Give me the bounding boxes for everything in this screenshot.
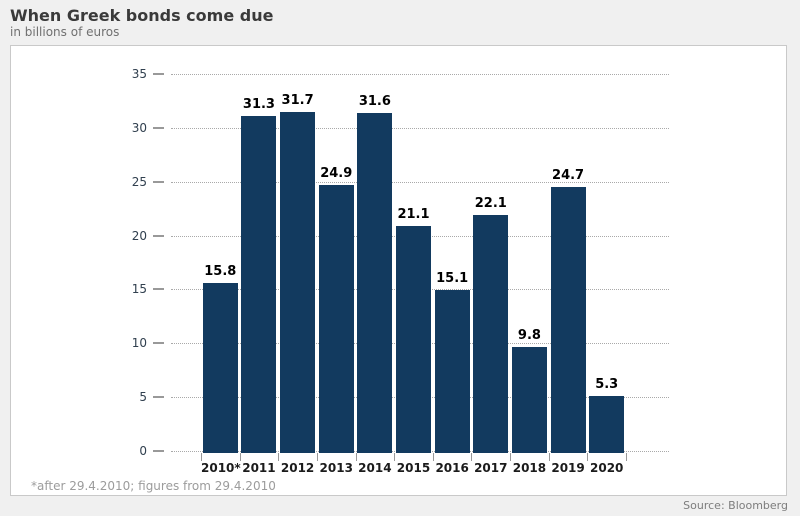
gridline-35: [171, 74, 669, 75]
bar-2012: [280, 111, 316, 453]
x-axis-tick: [278, 453, 280, 461]
gridline-30: [171, 127, 669, 129]
x-axis-tick: [394, 453, 396, 461]
value-label-2015: 21.1: [397, 206, 430, 222]
y-axis-tick: [153, 288, 164, 291]
x-axis-tick: [548, 453, 550, 461]
bar-2017: [473, 214, 509, 453]
x-axis-label-2010*: 2010*: [201, 461, 241, 475]
value-label-2018: 9.8: [517, 328, 541, 344]
x-axis-label-2011: 2011: [242, 461, 276, 475]
x-axis-label-2017: 2017: [474, 461, 508, 475]
x-axis-tick: [355, 453, 357, 461]
source-credit: Source: Bloomberg: [683, 499, 788, 512]
x-axis-label-2020: 2020: [590, 461, 624, 475]
y-axis-tick: [153, 73, 164, 75]
y-axis-label: 0: [139, 444, 147, 458]
y-axis-label: 5: [139, 390, 147, 405]
x-axis-tick: [510, 453, 512, 461]
y-axis-label: 15: [131, 282, 147, 297]
bar-2010*: [202, 282, 238, 453]
chart-header: When Greek bonds come due in billions of…: [10, 6, 790, 40]
value-label-2010*: 15.8: [204, 263, 237, 279]
bar-2015: [396, 225, 431, 453]
value-label-2019: 24.7: [552, 167, 585, 183]
value-label-2014: 31.6: [358, 93, 391, 109]
y-axis-label: 10: [131, 336, 147, 351]
x-axis-tick: [239, 453, 241, 461]
x-axis-label-2016: 2016: [435, 461, 469, 475]
value-label-2020: 5.3: [595, 376, 619, 392]
x-axis-tick: [471, 453, 473, 461]
value-label-2011: 31.3: [242, 96, 275, 112]
bar-2013: [318, 184, 354, 453]
chart-footnote: *after 29.4.2010; figures from 29.4.2010: [31, 479, 276, 493]
value-label-2017: 22.1: [474, 195, 507, 211]
bar-2011: [241, 115, 277, 453]
y-axis-tick: [153, 234, 164, 237]
y-axis-tick: [153, 396, 164, 399]
x-axis-label-2015: 2015: [396, 461, 431, 475]
chart-title: When Greek bonds come due: [10, 6, 274, 25]
x-axis-label-2013: 2013: [319, 461, 353, 475]
x-axis-tick: [316, 453, 318, 461]
x-axis-label-2014: 2014: [358, 461, 392, 475]
y-axis-tick: [153, 126, 164, 129]
x-axis-tick: [587, 453, 589, 461]
value-label-2013: 24.9: [320, 165, 353, 181]
y-axis-tick: [153, 342, 164, 345]
bar-2019: [550, 186, 586, 453]
x-axis-tick: [201, 453, 202, 461]
value-label-2012: 31.7: [281, 92, 314, 108]
plot-area: 0 5 10 15 20 25 30 35 15.8 31.3 31.7 24.9 31.6 21.1 1…: [10, 45, 787, 496]
y-axis-tick: [153, 450, 164, 452]
y-axis-label: 25: [131, 174, 147, 189]
chart-subtitle: in billions of euros: [10, 25, 120, 39]
bar-2018: [511, 347, 547, 453]
x-axis-tick: [626, 453, 628, 461]
x-axis-label-2012: 2012: [280, 461, 315, 475]
bar-2020: [589, 395, 625, 453]
y-axis-tick: [153, 180, 164, 183]
x-axis-label-2018: 2018: [512, 461, 547, 475]
y-axis-label: 30: [131, 120, 147, 135]
gridline-25: [171, 181, 669, 183]
bar-2014: [357, 112, 393, 453]
y-axis-label: 20: [131, 228, 147, 243]
value-label-2016: 15.1: [436, 271, 469, 287]
y-axis-label: 35: [131, 67, 147, 81]
bar-2016: [434, 290, 470, 453]
x-axis-tick: [432, 453, 434, 461]
x-axis-label-2019: 2019: [551, 461, 585, 475]
